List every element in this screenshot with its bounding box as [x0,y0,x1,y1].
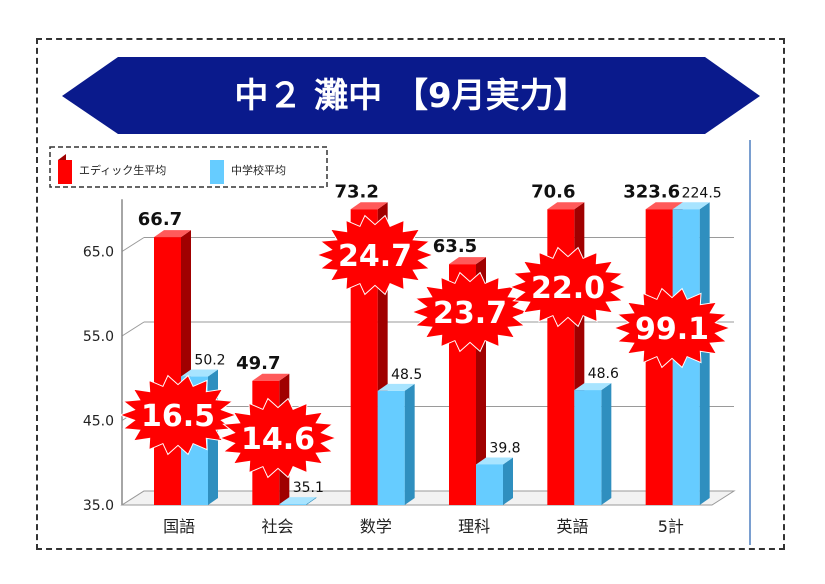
y-tick-label: 35.0 [83,498,114,514]
bar-edic-top [645,202,683,210]
edic-value-label: 323.6 [623,181,680,202]
school-value-label: 35.1 [293,480,324,496]
y-tick-label: 45.0 [83,414,114,430]
bar-school [279,504,307,505]
school-value-label: 224.5 [682,185,722,201]
category-label: 国語 [163,517,195,536]
difference-burst [410,271,530,353]
edic-value-label: 63.5 [433,236,477,257]
bar-school [574,390,602,505]
plot-area: 35.0 45.0 55.0 65.0 66.7 50.2 国語 16.5 49.7 35.1 社会… [83,140,751,545]
category-label: 英語 [556,517,588,536]
bar-school [377,390,405,505]
bar-school-side [601,383,612,505]
difference-label: 14.6 [241,422,315,457]
bar-school-side [699,202,710,505]
category-label: 数学 [360,517,392,536]
difference-burst [612,287,732,369]
bar-edic-top [449,257,486,265]
school-value-label: 39.8 [489,440,520,456]
school-value-label: 50.2 [194,353,225,369]
legend-box [49,146,328,188]
bar-school-side [404,383,415,505]
chart-title: 中２ 灘中 【9月実力】 [234,76,587,116]
difference-label: 23.7 [433,296,507,331]
difference-label: 22.0 [531,271,605,306]
bar-school-top [181,369,218,377]
edic-value-label: 70.6 [531,181,575,202]
legend-swatch-blue-front [210,160,224,184]
bar-school-top [476,457,513,465]
category-label: 理科 [458,517,490,536]
school-value-label: 48.5 [391,367,422,383]
y-tick-label: 65.0 [83,245,114,261]
bar-school-top [574,383,612,391]
legend: エディック生平均 中学校平均 [49,146,328,188]
edic-value-label: 73.2 [334,181,378,202]
bar-edic-top [350,202,388,210]
edic-value-label: 49.7 [236,353,280,374]
gridline-diagonal [121,321,145,337]
difference-label: 16.5 [141,399,215,434]
bar-school-side [306,497,317,505]
difference-label: 24.7 [338,239,412,274]
difference-burst [218,397,338,479]
bar-school [476,464,503,505]
title-banner [62,57,760,134]
category-label: 社会 [261,517,293,536]
bar-edic [154,237,181,505]
edic-value-label: 66.7 [138,209,182,230]
bar-edic-top [154,230,191,238]
bar-school-top [377,383,415,391]
bar-edic-top [547,202,585,210]
difference-label: 99.1 [635,312,709,347]
bar-school-side [503,457,513,505]
bar-school-top [279,497,317,505]
y-tick-label: 55.0 [83,329,114,345]
legend-swatch-red-front [58,160,72,184]
chart-frame [36,38,785,550]
gridline-diagonal [121,237,145,252]
category-label: 5計 [658,517,684,536]
school-value-label: 48.6 [588,366,619,382]
bar-school-top [672,202,710,210]
bar-edic-top [252,373,290,381]
difference-burst [508,246,628,328]
legend-label-edic: エディック生平均 [79,163,166,177]
difference-burst [118,374,238,456]
legend-label-school: 中学校平均 [231,163,286,177]
difference-burst [315,214,435,296]
